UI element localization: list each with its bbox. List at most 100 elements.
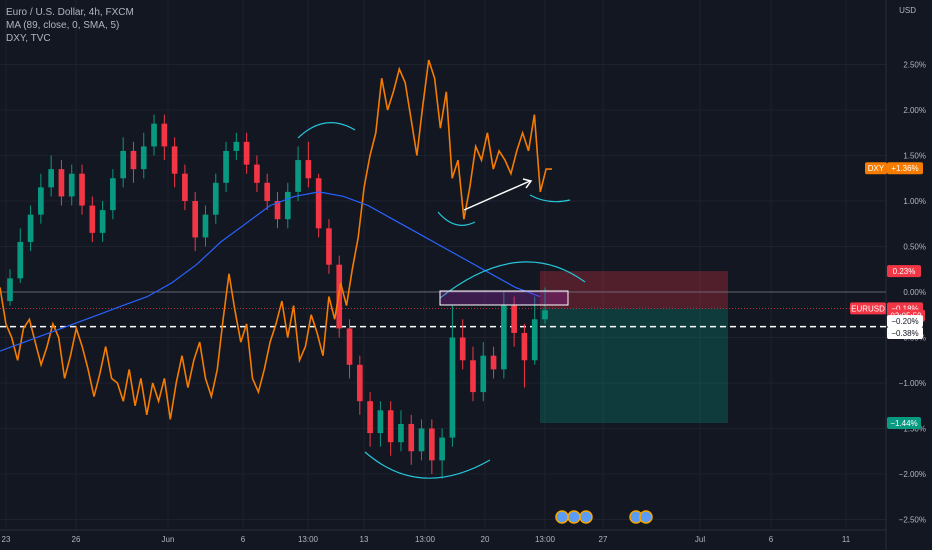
symbol-tag-bg: [850, 302, 886, 315]
candle-body: [151, 123, 157, 147]
x-tick-label: 13:00: [535, 535, 556, 544]
candle-body: [490, 355, 497, 370]
candle-body: [38, 187, 44, 215]
event-icon: [579, 510, 593, 524]
candle-body: [480, 355, 487, 393]
candle-body: [223, 150, 229, 183]
candle-body: [459, 337, 466, 361]
target-tag: −1.44%: [890, 419, 917, 428]
x-tick-label: 6: [241, 535, 246, 544]
candle-body: [408, 423, 415, 452]
candle-body: [120, 150, 127, 179]
candle-body: [161, 123, 168, 147]
candle-body: [212, 182, 219, 215]
candle-body: [192, 201, 199, 238]
stop-tag: 0.23%: [893, 267, 916, 276]
candle-body: [356, 364, 363, 402]
x-tick-label: 26: [72, 535, 81, 544]
candle-body: [449, 337, 456, 438]
y-tick-label: 1.00%: [903, 197, 926, 206]
y-tick-label: −1.00%: [899, 379, 926, 388]
y-tick-label: 2.50%: [903, 61, 926, 70]
y-tick-label: 0.00%: [903, 288, 926, 297]
candle-body: [398, 423, 404, 443]
event-icon: [555, 510, 569, 524]
x-tick-label: 27: [599, 535, 608, 544]
legend-symbol: Euro / U.S. Dollar, 4h, FXCM: [6, 7, 134, 18]
x-tick-label: 13:00: [298, 535, 319, 544]
event-icon: [639, 510, 653, 524]
candle-body: [254, 164, 260, 183]
dashed-level-tag: −0.38%: [891, 329, 918, 338]
candle-body: [367, 401, 373, 434]
last-price-tag: −0.18%: [891, 304, 918, 313]
level-tag: −0.20%: [891, 317, 918, 326]
candle-body: [542, 310, 548, 320]
arrow-drawing: [463, 180, 531, 211]
y-tick-label: 2.00%: [903, 106, 926, 115]
arrowhead: [522, 178, 533, 189]
x-tick-label: 20: [481, 535, 490, 544]
chart-legend: Euro / U.S. Dollar, 4h, FXCM MA (89, clo…: [6, 6, 134, 45]
series-line: [0, 191, 541, 352]
currency-label[interactable]: USD: [899, 6, 916, 15]
candle-body: [27, 214, 34, 242]
candle-body: [182, 173, 188, 201]
legend-ma: MA (89, close, 0, SMA, 5): [6, 20, 120, 31]
candle-body: [89, 205, 96, 233]
arc-drawing: [439, 261, 586, 299]
x-tick-label: 6: [769, 535, 774, 544]
candle-body: [470, 360, 476, 393]
candle-body: [284, 191, 291, 220]
candle-body: [264, 182, 271, 201]
candle-body: [418, 428, 425, 452]
symbol-tag: EURUSD: [851, 304, 885, 313]
legend-compare: DXY, TVC: [6, 33, 51, 44]
take-profit-zone: [540, 308, 728, 424]
candle-body: [387, 410, 394, 443]
target-tag-bg: [887, 417, 921, 430]
candle-body: [79, 173, 85, 206]
candle-body: [501, 305, 507, 370]
candle-body: [243, 141, 250, 165]
candle-body: [99, 210, 106, 233]
x-tick-label: Jun: [162, 535, 175, 544]
candle-body: [140, 146, 147, 170]
candle-body: [7, 278, 13, 302]
x-tick-label: Jul: [695, 535, 705, 544]
y-tick-label: −2.50%: [899, 516, 926, 525]
candle-body: [58, 169, 65, 197]
event-icon: [567, 510, 581, 524]
candle-body: [531, 319, 538, 361]
x-tick-label: 11: [842, 535, 851, 544]
dxy-value-tag-bg: [887, 162, 923, 175]
candle-body: [315, 178, 322, 229]
arc-drawing: [364, 451, 491, 479]
series-line: [0, 59, 552, 420]
candle-body: [202, 214, 209, 238]
candle-body: [48, 169, 54, 188]
candle-body: [521, 332, 528, 361]
candle-body: [17, 241, 24, 279]
arc-drawing: [297, 122, 356, 139]
arc-drawing: [437, 211, 476, 226]
candle-body: [295, 160, 301, 192]
candle-body: [110, 178, 116, 211]
candle-body: [439, 437, 445, 461]
candle-body: [233, 141, 240, 151]
candle-body: [428, 428, 435, 461]
dxy-value-tag: +1.36%: [891, 164, 918, 173]
stop-loss-zone: [540, 271, 728, 309]
candle-body: [346, 328, 353, 365]
candle-body: [326, 228, 332, 265]
arc-drawing: [529, 194, 571, 203]
x-tick-label: 13:00: [415, 535, 436, 544]
candle-body: [130, 150, 137, 170]
candle-body: [305, 160, 312, 179]
y-tick-label: 1.50%: [903, 152, 926, 161]
candle-body: [171, 146, 178, 174]
dxy-name-tag-bg: [865, 162, 887, 175]
candle-body: [377, 410, 384, 434]
level-tag-bg: [887, 315, 923, 328]
